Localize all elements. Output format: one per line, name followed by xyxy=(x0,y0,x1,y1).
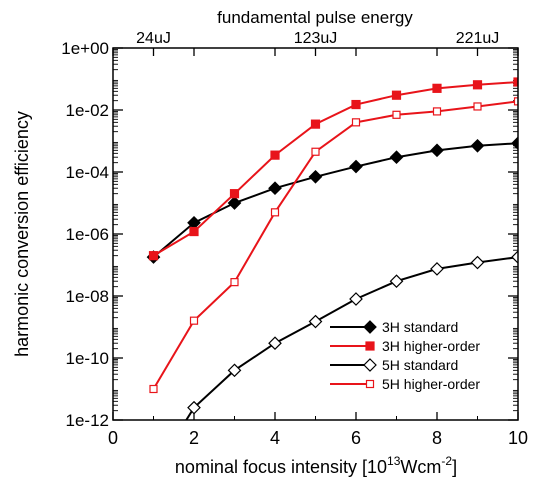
data-point-series-4 xyxy=(351,118,361,127)
y-tick-label: 1e+00 xyxy=(61,39,109,58)
data-point-series-4 xyxy=(473,102,482,111)
data-point-series-1 xyxy=(227,196,242,210)
data-point-series-1 xyxy=(389,150,404,165)
top-tick-label: 24uJ xyxy=(136,30,171,47)
data-point-series-2 xyxy=(391,90,402,100)
y-tick-label: 1e-04 xyxy=(66,163,109,182)
legend-label: 5H higher-order xyxy=(382,376,480,392)
data-point-series-3 xyxy=(389,274,404,289)
data-point-series-3 xyxy=(511,250,518,264)
data-point-series-2 xyxy=(351,99,361,110)
ticks-layer: 0 2 4 6 8 10 24uJ 123uJ 221uJ 1e+00 1e-02 1e-04 1e-0… xyxy=(61,30,528,448)
x-tick-label: 2 xyxy=(189,428,199,448)
top-axis-title: fundamental pulse energy xyxy=(217,8,413,27)
x-axis-label: nominal focus intensity [1013Wcm-2] xyxy=(175,454,457,477)
x-tick-label: 6 xyxy=(351,428,361,448)
data-point-series-4 xyxy=(149,384,158,394)
top-tick-label: 123uJ xyxy=(294,30,338,47)
series-line-3 xyxy=(185,256,518,420)
series-line-4 xyxy=(152,100,518,390)
plot-frame xyxy=(112,47,519,421)
data-point-series-2 xyxy=(432,83,442,93)
data-point-series-3 xyxy=(227,363,242,378)
data-point-series-4 xyxy=(270,208,280,217)
y-tick-label: 1e-10 xyxy=(66,349,109,368)
data-point-series-2 xyxy=(513,77,518,87)
y-tick-label: 1e-12 xyxy=(66,411,109,430)
data-point-series-2 xyxy=(148,251,159,261)
x-axis-label-exponent: 13 xyxy=(387,454,401,468)
legend-label: 5H standard xyxy=(382,357,458,373)
series-line-2 xyxy=(152,81,518,257)
legend-marker xyxy=(365,341,375,351)
data-point-series-2 xyxy=(270,150,280,160)
data-point-series-1 xyxy=(349,159,363,174)
x-tick-label: 8 xyxy=(432,428,442,448)
data-point-series-1 xyxy=(470,138,485,153)
x-tick-label: 4 xyxy=(270,428,280,448)
data-point-series-4 xyxy=(392,110,401,119)
data-point-series-3 xyxy=(349,292,363,306)
data-point-series-3 xyxy=(187,400,201,415)
data-point-series-4 xyxy=(432,107,442,116)
x-axis-label-unit-exponent: -2 xyxy=(441,454,452,468)
x-axis-label-unit: Wcm xyxy=(400,457,441,477)
data-point-series-3 xyxy=(470,255,485,270)
x-tick-label: 10 xyxy=(508,428,528,448)
x-axis-label-main: nominal focus intensity [10 xyxy=(175,457,387,477)
series-layer xyxy=(146,77,518,479)
data-point-series-3 xyxy=(268,336,282,351)
legend: 3H standard 3H higher-order 5H standard 5H … xyxy=(330,319,480,392)
y-tick-label: 1e-02 xyxy=(66,101,109,120)
data-point-series-2 xyxy=(310,119,321,129)
data-point-series-3 xyxy=(308,314,323,329)
y-tick-label: 1e-06 xyxy=(66,225,109,244)
data-point-series-2 xyxy=(472,80,483,90)
legend-label: 3H higher-order xyxy=(382,338,480,354)
data-point-series-1 xyxy=(268,181,282,196)
legend-label: 3H standard xyxy=(382,319,458,335)
data-point-series-2 xyxy=(189,226,199,237)
legend-marker xyxy=(365,379,375,389)
data-point-series-3 xyxy=(430,262,444,276)
x-axis-label-close: ] xyxy=(452,457,457,477)
legend-marker xyxy=(363,320,377,334)
data-point-series-4 xyxy=(513,97,518,106)
data-point-series-2 xyxy=(229,189,240,199)
legend-marker xyxy=(363,358,377,372)
data-point-series-4 xyxy=(311,147,320,156)
data-point-series-3 xyxy=(148,467,160,479)
data-point-series-4 xyxy=(189,316,199,325)
y-axis-label: harmonic conversion efficiency xyxy=(12,111,32,357)
data-point-series-1 xyxy=(308,169,323,184)
top-tick-label: 221uJ xyxy=(456,30,500,47)
series-line-1 xyxy=(152,142,518,258)
x-tick-label: 0 xyxy=(108,428,118,448)
data-point-series-4 xyxy=(230,278,239,287)
y-tick-label: 1e-08 xyxy=(66,287,109,306)
data-point-series-1 xyxy=(430,143,444,158)
data-point-series-1 xyxy=(511,136,518,151)
